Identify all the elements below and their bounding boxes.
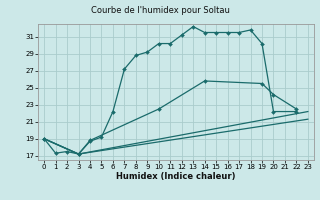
Text: Courbe de l'humidex pour Soltau: Courbe de l'humidex pour Soltau (91, 6, 229, 15)
X-axis label: Humidex (Indice chaleur): Humidex (Indice chaleur) (116, 172, 236, 181)
